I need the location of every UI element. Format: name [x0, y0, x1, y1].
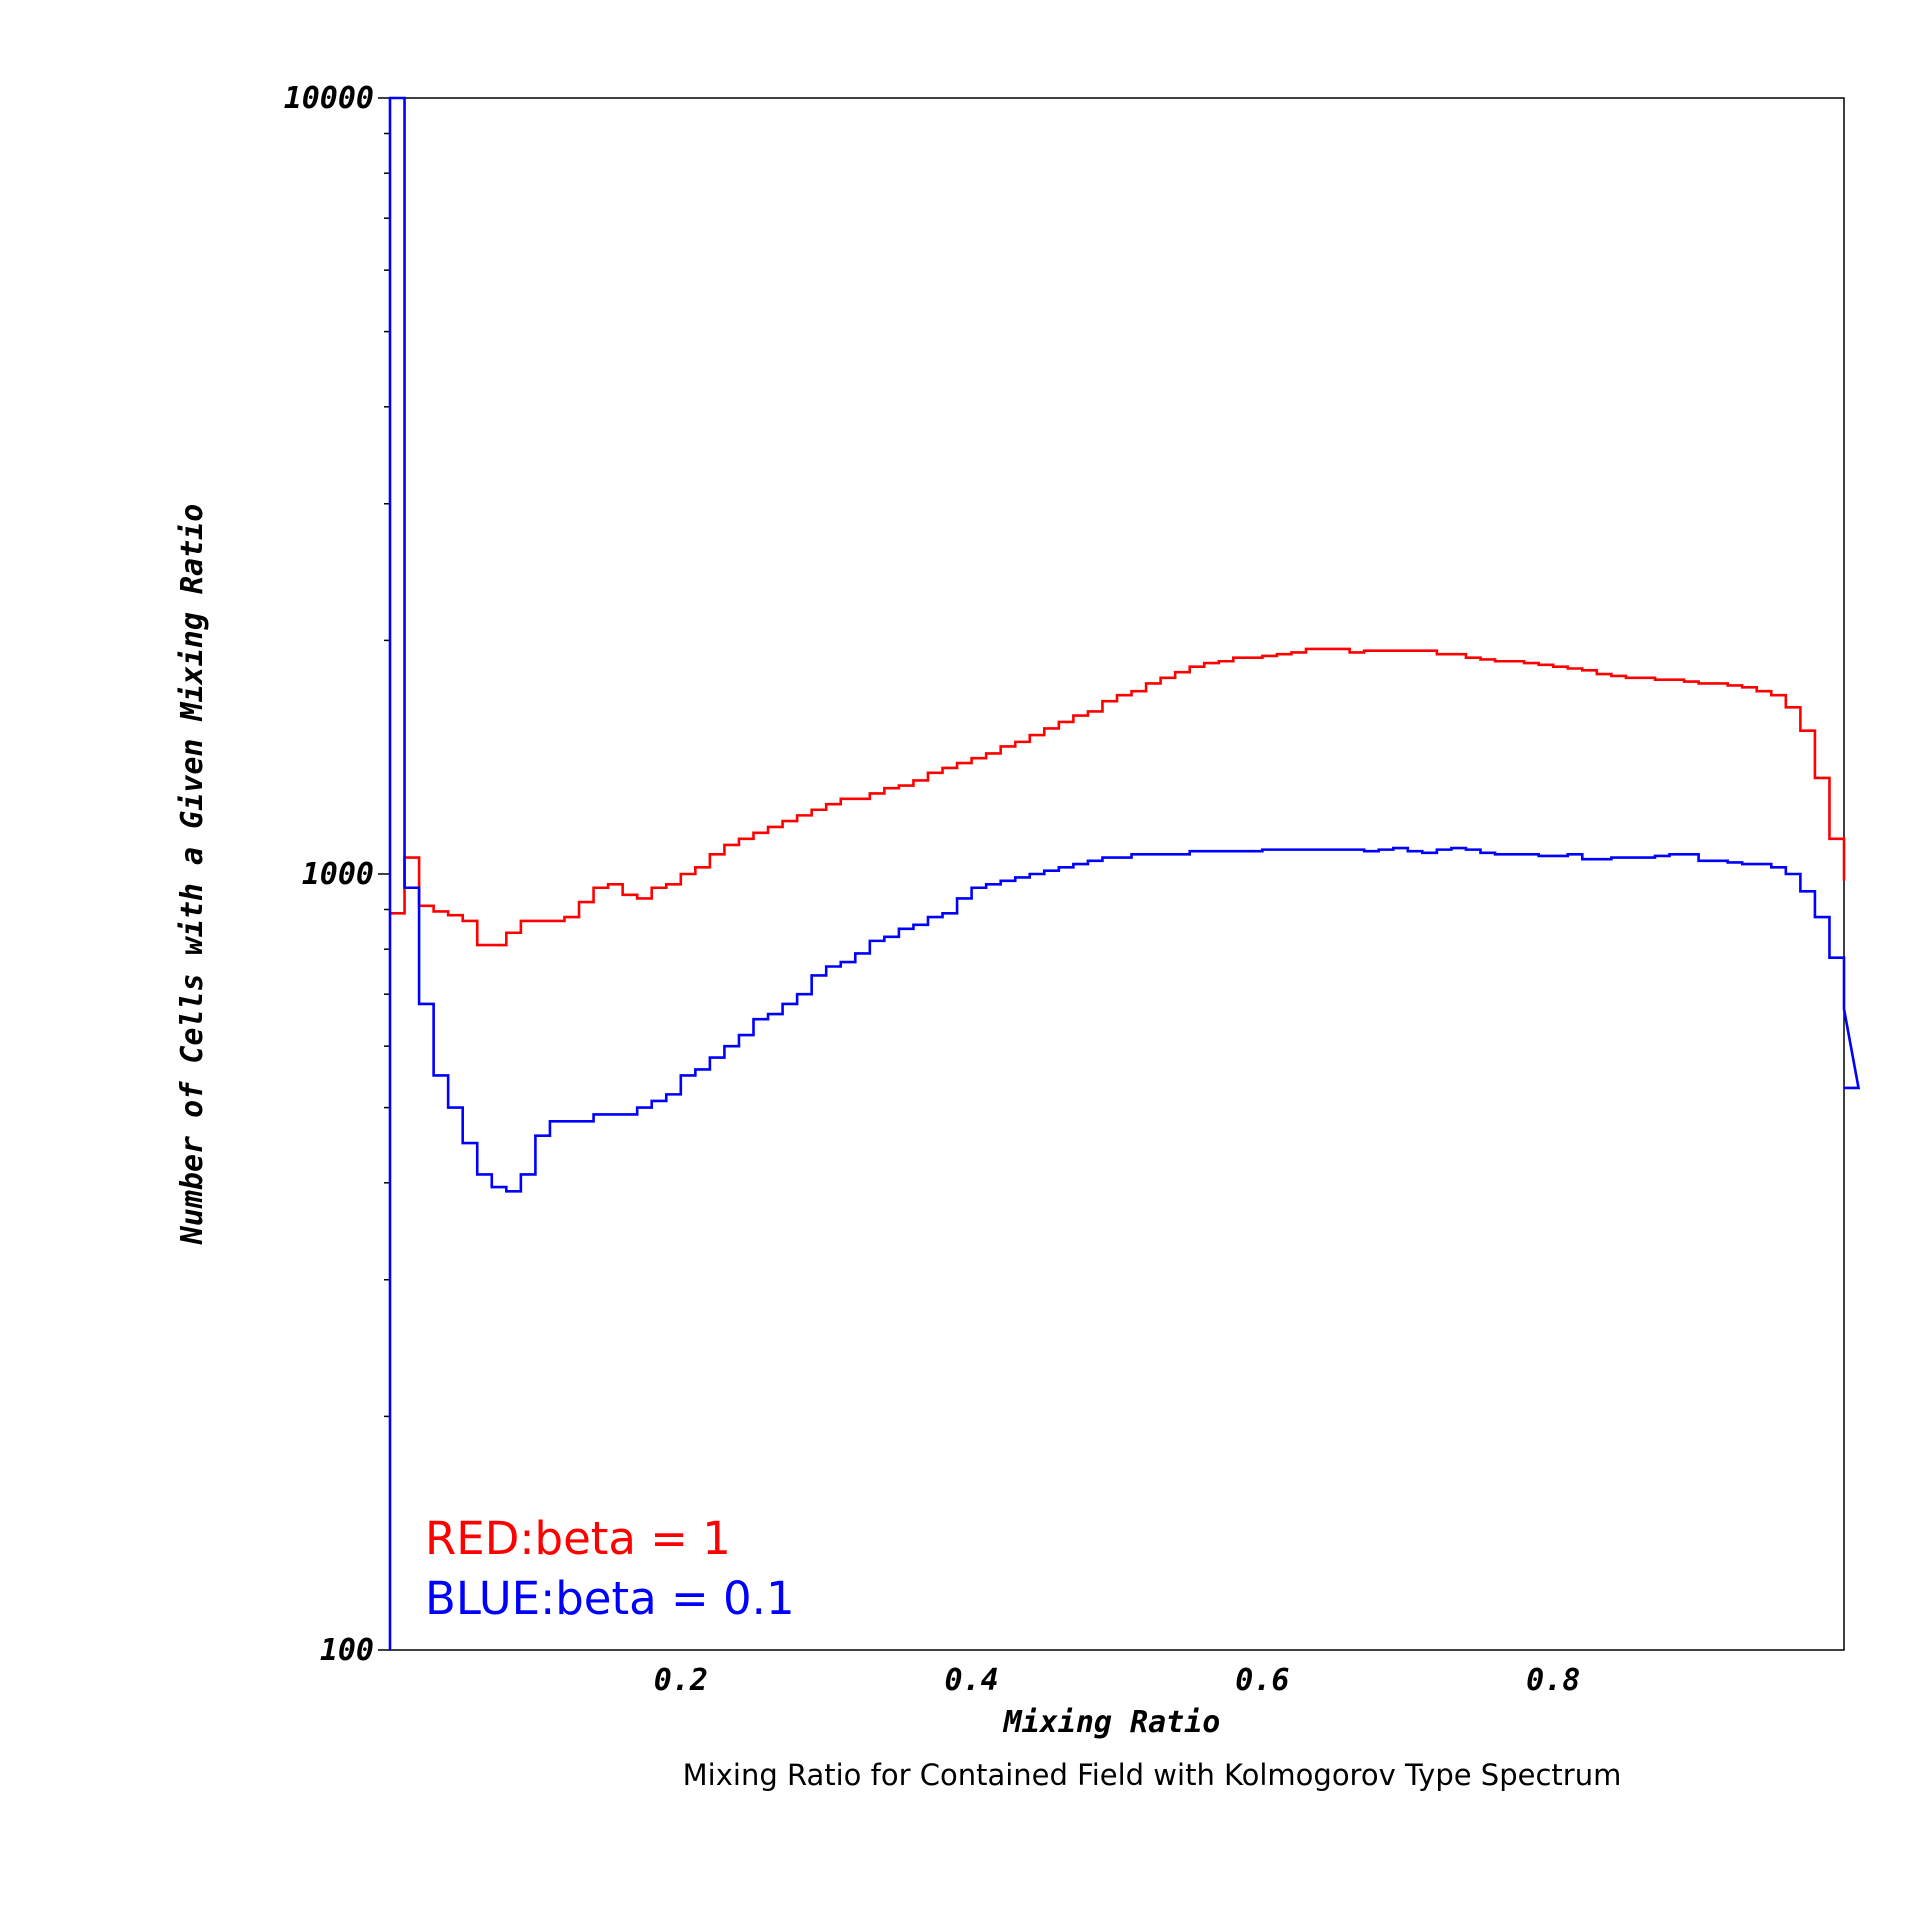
legend-entry-red: RED:beta = 1 [425, 1512, 731, 1565]
y-tick-label: 100 [320, 1633, 374, 1668]
y-tick-label: 1000 [302, 857, 374, 892]
chart-caption: Mixing Ratio for Contained Field with Ko… [683, 1758, 1622, 1792]
x-tick-label: 0.6 [1235, 1663, 1289, 1698]
series-blue-line [388, 96, 1861, 1650]
x-axis-tick-labels: 0.2 0.4 0.6 0.8 [654, 1663, 1581, 1698]
x-tick-label: 0.8 [1526, 1663, 1580, 1698]
plot-area [389, 97, 1845, 1651]
y-axis-tick-labels: 100 1000 10000 [284, 81, 390, 1668]
x-tick-label: 0.4 [945, 1663, 999, 1698]
y-axis-title: Number of Cells with a Given Mixing Rati… [175, 504, 210, 1246]
y-tick-label: 10000 [284, 81, 374, 116]
series-group [388, 96, 1861, 1650]
x-tick-label: 0.2 [654, 1663, 708, 1698]
x-axis-title: Mixing Ratio [1003, 1705, 1221, 1740]
legend-entry-blue: BLUE:beta = 0.1 [425, 1572, 795, 1625]
series-red-line [390, 647, 1846, 947]
